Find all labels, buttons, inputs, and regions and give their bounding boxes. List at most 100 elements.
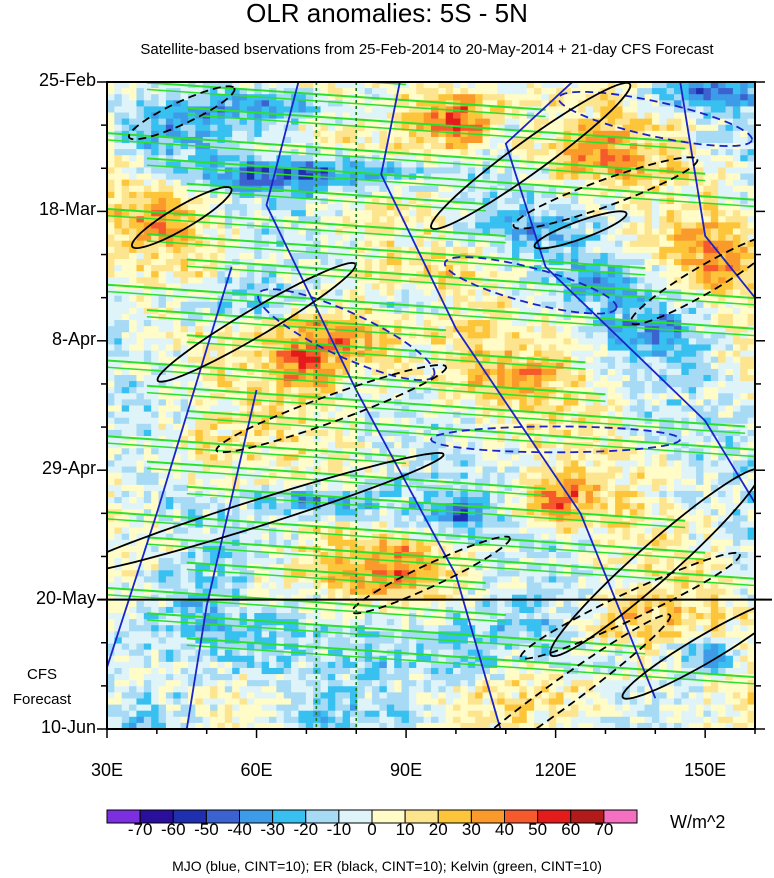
olr-cell bbox=[504, 362, 513, 370]
olr-cell bbox=[173, 350, 182, 358]
olr-cell bbox=[158, 350, 167, 358]
olr-cell bbox=[519, 155, 528, 162]
olr-cell bbox=[489, 252, 498, 260]
olr-cell bbox=[445, 362, 454, 370]
olr-cell bbox=[173, 228, 182, 236]
olr-cell bbox=[622, 88, 631, 95]
olr-cell bbox=[718, 118, 727, 126]
olr-cell bbox=[431, 210, 439, 217]
olr-cell bbox=[578, 143, 587, 150]
olr-cell bbox=[622, 332, 631, 339]
olr-cell bbox=[747, 112, 755, 120]
olr-cell bbox=[269, 411, 277, 419]
olr-cell bbox=[666, 143, 675, 150]
olr-cell bbox=[261, 259, 270, 266]
olr-cell bbox=[460, 112, 469, 120]
olr-cell bbox=[431, 155, 439, 162]
olr-cell bbox=[718, 332, 727, 339]
olr-cell bbox=[482, 362, 491, 370]
olr-cell bbox=[696, 356, 705, 364]
olr-cell bbox=[578, 301, 587, 309]
olr-cell bbox=[747, 307, 755, 315]
olr-cell bbox=[629, 179, 638, 187]
olr-cell bbox=[335, 295, 344, 303]
olr-cell bbox=[217, 82, 226, 89]
olr-cell bbox=[158, 112, 167, 120]
olr-cell bbox=[644, 88, 653, 95]
olr-cell bbox=[703, 356, 712, 364]
olr-cell bbox=[622, 197, 631, 205]
olr-cell bbox=[379, 185, 388, 193]
olr-cell bbox=[254, 149, 263, 156]
olr-cell bbox=[453, 94, 462, 101]
olr-cell bbox=[239, 344, 248, 352]
olr-cell bbox=[615, 283, 624, 291]
olr-cell bbox=[386, 374, 395, 382]
olr-cell bbox=[688, 295, 697, 303]
olr-cell bbox=[637, 106, 646, 114]
olr-cell bbox=[563, 405, 572, 413]
olr-cell bbox=[504, 265, 513, 272]
olr-cell bbox=[622, 118, 631, 126]
olr-cell bbox=[718, 344, 727, 352]
olr-cell bbox=[703, 143, 712, 150]
olr-cell bbox=[475, 234, 484, 242]
olr-cell bbox=[710, 362, 719, 370]
olr-cell bbox=[622, 393, 631, 400]
olr-cell bbox=[269, 82, 277, 89]
olr-cell bbox=[283, 106, 292, 114]
olr-cell bbox=[740, 307, 749, 315]
olr-cell bbox=[107, 252, 115, 260]
olr-cell bbox=[747, 222, 755, 230]
olr-cell bbox=[350, 283, 358, 291]
olr-cell bbox=[593, 381, 601, 388]
olr-cell bbox=[283, 173, 292, 181]
olr-cell bbox=[747, 88, 755, 95]
olr-cell bbox=[232, 356, 241, 364]
olr-cell bbox=[217, 320, 226, 327]
olr-cell bbox=[305, 124, 314, 132]
olr-cell bbox=[688, 118, 697, 126]
olr-cell bbox=[416, 295, 425, 303]
olr-cell bbox=[372, 240, 381, 248]
olr-cell bbox=[504, 82, 513, 89]
olr-cell bbox=[710, 240, 719, 248]
olr-cell bbox=[224, 374, 233, 382]
olr-cell bbox=[408, 143, 417, 150]
olr-cell bbox=[129, 393, 138, 400]
olr-cell bbox=[659, 124, 668, 132]
olr-cell bbox=[629, 185, 638, 193]
olr-cell bbox=[239, 197, 248, 205]
olr-cell bbox=[593, 332, 601, 339]
olr-cell bbox=[188, 313, 196, 321]
olr-cell bbox=[578, 295, 587, 303]
olr-cell bbox=[740, 216, 749, 223]
olr-cell bbox=[261, 350, 270, 358]
olr-cell bbox=[445, 191, 454, 199]
olr-cell bbox=[710, 204, 719, 211]
olr-cell bbox=[563, 246, 572, 254]
olr-cell bbox=[659, 191, 668, 199]
olr-cell bbox=[629, 313, 638, 321]
olr-cell bbox=[291, 307, 300, 315]
olr-cell bbox=[651, 338, 660, 346]
olr-cell bbox=[718, 112, 727, 120]
olr-cell bbox=[651, 301, 660, 309]
olr-cell bbox=[342, 161, 351, 169]
olr-cell bbox=[121, 197, 130, 205]
olr-cell bbox=[585, 393, 594, 400]
olr-cell bbox=[445, 179, 454, 187]
olr-cell bbox=[629, 307, 638, 315]
olr-cell bbox=[438, 271, 447, 278]
olr-cell bbox=[173, 118, 182, 126]
olr-cell bbox=[681, 143, 690, 150]
olr-cell bbox=[460, 204, 469, 211]
olr-cell bbox=[637, 277, 646, 285]
olr-cell bbox=[327, 393, 336, 400]
olr-cell bbox=[504, 222, 513, 230]
olr-cell bbox=[188, 204, 196, 211]
olr-cell bbox=[136, 350, 145, 358]
olr-cell bbox=[578, 185, 587, 193]
olr-cell bbox=[364, 136, 373, 144]
olr-cell bbox=[519, 417, 528, 425]
